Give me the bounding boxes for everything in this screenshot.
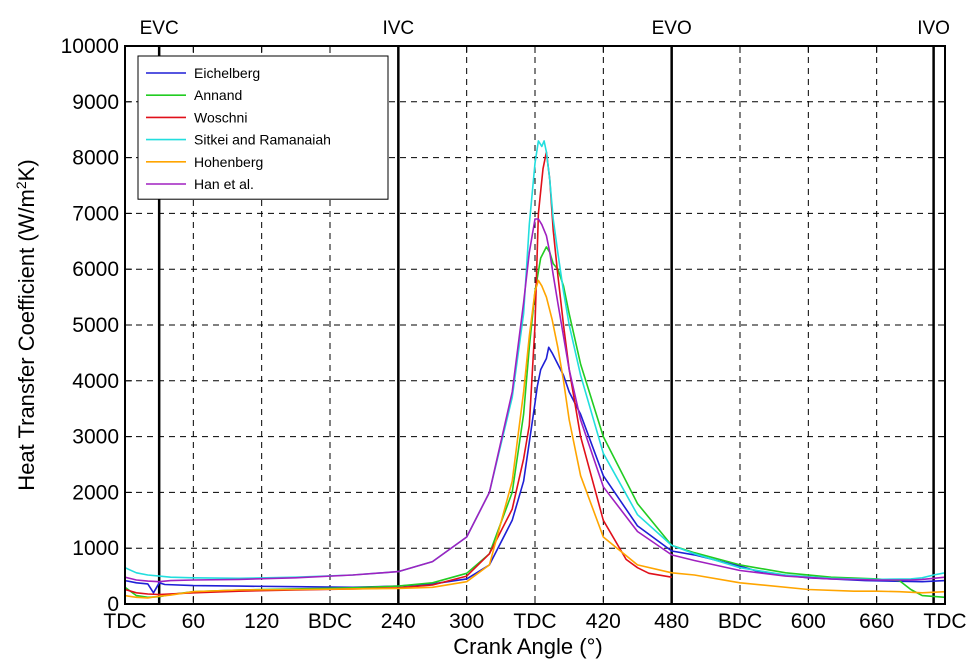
- legend-label: Hohenberg: [194, 154, 263, 170]
- series-lines: [124, 140, 946, 599]
- x-tick-label: BDC: [308, 610, 352, 633]
- legend-label: Sitkei and Ramanaiah: [194, 132, 331, 148]
- y-tick-label: 10000: [61, 35, 119, 58]
- legend-label: Eichelberg: [194, 65, 260, 81]
- event-label-ivc: IVC: [382, 18, 414, 39]
- y-axis-label: Heat Transfer Coefficient (W/m2K): [13, 159, 39, 490]
- y-tick-label: 3000: [72, 426, 119, 449]
- legend-label: Woschni: [194, 109, 247, 125]
- legend-box: [137, 55, 389, 200]
- y-tick-label: 9000: [72, 91, 119, 114]
- y-tick-label: 1000: [72, 537, 119, 560]
- series-line-han-et-al-: [124, 218, 946, 583]
- series-line-eichelberg: [124, 346, 946, 594]
- y-tick-label: 2000: [72, 481, 119, 504]
- x-tick-label: 480: [654, 610, 689, 633]
- x-tick-label: TDC: [513, 610, 556, 633]
- x-tick-label: 420: [586, 610, 621, 633]
- event-label-evc: EVC: [140, 18, 179, 39]
- y-tick-label: 5000: [72, 314, 119, 337]
- x-tick-label: TDC: [103, 610, 146, 633]
- x-tick-label: 600: [791, 610, 826, 633]
- event-label-ivo: IVO: [917, 18, 950, 39]
- y-tick-label: 6000: [72, 258, 119, 281]
- x-tick-label: 60: [182, 610, 205, 633]
- x-tick-label: 660: [859, 610, 894, 633]
- series-line-sitkei-and-ramanaiah: [124, 140, 946, 581]
- x-tick-label: 120: [244, 610, 279, 633]
- series-line-hohenberg: [124, 279, 946, 599]
- event-label-evo: EVO: [652, 18, 692, 39]
- y-tick-label: 4000: [72, 370, 119, 393]
- legend: Eichelberg Annand Woschni Sitkei and Ramana…: [137, 55, 389, 200]
- y-tick-label: 0: [107, 593, 119, 616]
- legend-label: Annand: [194, 87, 242, 103]
- legend-label: Han et al.: [194, 176, 254, 192]
- x-tick-label: 240: [381, 610, 416, 633]
- x-tick-label: TDC: [923, 610, 966, 633]
- grid: [125, 46, 945, 604]
- y-tick-label: 8000: [72, 147, 119, 170]
- x-axis-label: Crank Angle (°): [453, 634, 602, 659]
- x-tick-label: BDC: [718, 610, 762, 633]
- series-line-woschni: [124, 151, 672, 596]
- y-tick-label: 7000: [72, 202, 119, 225]
- axis-ticks: TDC 60 120 BDC 240 300 TDC 420 480 BDC 600 660 TDC01…: [61, 35, 967, 633]
- x-tick-label: 300: [449, 610, 484, 633]
